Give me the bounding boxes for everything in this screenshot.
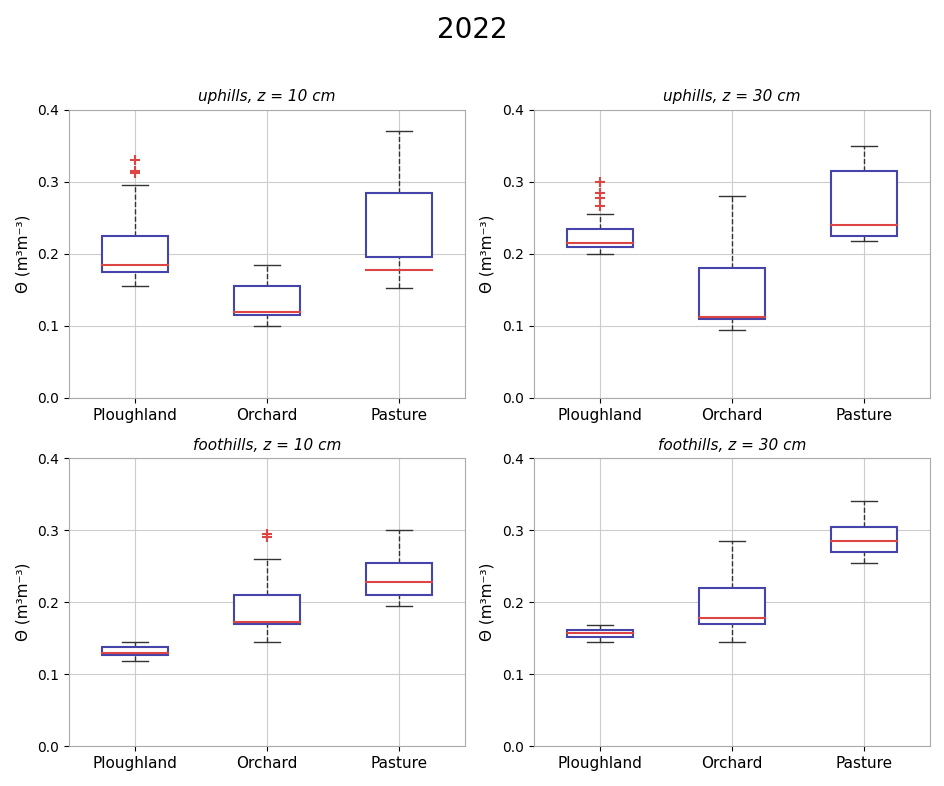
Bar	[102, 647, 168, 655]
Bar	[566, 229, 632, 247]
Bar	[102, 236, 168, 272]
Title: uphills, z = 10 cm: uphills, z = 10 cm	[198, 90, 335, 105]
Y-axis label: Θ (m³m⁻³): Θ (m³m⁻³)	[480, 563, 495, 641]
Bar	[365, 563, 431, 595]
Bar	[365, 193, 431, 258]
Title: uphills, z = 30 cm: uphills, z = 30 cm	[663, 90, 800, 105]
Bar	[830, 171, 896, 236]
Bar	[233, 286, 299, 315]
Bar	[233, 595, 299, 624]
Title: foothills, z = 30 cm: foothills, z = 30 cm	[657, 438, 805, 453]
Bar	[698, 588, 764, 624]
Title: foothills, z = 10 cm: foothills, z = 10 cm	[193, 438, 341, 453]
Bar	[830, 527, 896, 552]
Bar	[698, 268, 764, 319]
Y-axis label: Θ (m³m⁻³): Θ (m³m⁻³)	[480, 215, 495, 293]
Y-axis label: Θ (m³m⁻³): Θ (m³m⁻³)	[15, 215, 30, 293]
Y-axis label: Θ (m³m⁻³): Θ (m³m⁻³)	[15, 563, 30, 641]
Bar	[566, 630, 632, 637]
Text: 2022: 2022	[437, 16, 507, 44]
